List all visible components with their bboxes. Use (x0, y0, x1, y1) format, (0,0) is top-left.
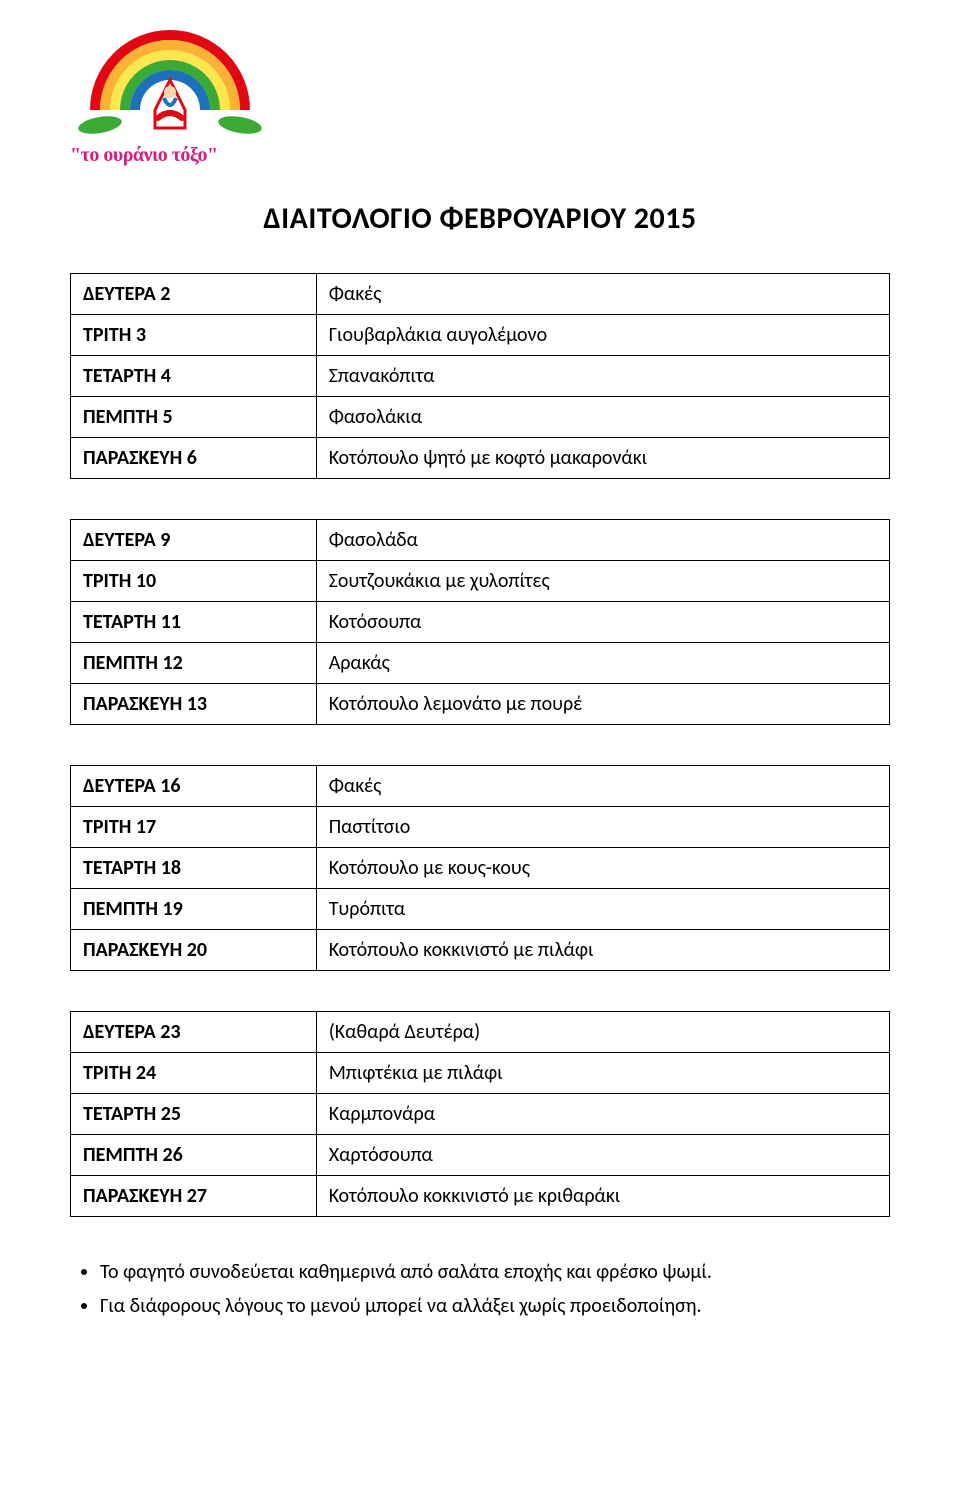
table-row: ΤΡΙΤΗ 3Γιουβαρλάκια αυγολέμονο (71, 315, 890, 356)
week-table: ΔΕΥΤΕΡΑ 23(Καθαρά Δευτέρα)ΤΡΙΤΗ 24Μπιφτέ… (70, 1011, 890, 1217)
meal-cell: Κοτόπουλο κοκκινιστό με πιλάφι (316, 930, 889, 971)
table-row: ΤΡΙΤΗ 10Σουτζουκάκια με χυλοπίτες (71, 561, 890, 602)
table-row: ΔΕΥΤΕΡΑ 9Φασολάδα (71, 520, 890, 561)
day-cell: ΠΑΡΑΣΚΕΥΗ 27 (71, 1176, 317, 1217)
table-row: ΤΕΤΑΡΤΗ 25Καρμπονάρα (71, 1094, 890, 1135)
meal-cell: Μπιφτέκια με πιλάφι (316, 1053, 889, 1094)
meal-cell: Φακές (316, 274, 889, 315)
day-cell: ΠΑΡΑΣΚΕΥΗ 6 (71, 438, 317, 479)
meal-cell: (Καθαρά Δευτέρα) (316, 1012, 889, 1053)
meal-cell: Φασολάδα (316, 520, 889, 561)
table-row: ΤΡΙΤΗ 17Παστίτσιο (71, 807, 890, 848)
day-cell: ΤΡΙΤΗ 3 (71, 315, 317, 356)
meal-cell: Κοτόπουλο ψητό με κοφτό μακαρονάκι (316, 438, 889, 479)
table-row: ΠΑΡΑΣΚΕΥΗ 20Κοτόπουλο κοκκινιστό με πιλά… (71, 930, 890, 971)
table-row: ΠΕΜΠΤΗ 12Αρακάς (71, 643, 890, 684)
day-cell: ΠΑΡΑΣΚΕΥΗ 20 (71, 930, 317, 971)
day-cell: ΠΕΜΠΤΗ 5 (71, 397, 317, 438)
table-row: ΠΑΡΑΣΚΕΥΗ 27Κοτόπουλο κοκκινιστό με κριθ… (71, 1176, 890, 1217)
week-table: ΔΕΥΤΕΡΑ 2ΦακέςΤΡΙΤΗ 3Γιουβαρλάκια αυγολέ… (70, 273, 890, 479)
day-cell: ΠΕΜΠΤΗ 26 (71, 1135, 317, 1176)
table-row: ΤΕΤΑΡΤΗ 4Σπανακόπιτα (71, 356, 890, 397)
meal-cell: Παστίτσιο (316, 807, 889, 848)
meal-cell: Καρμπονάρα (316, 1094, 889, 1135)
table-row: ΤΕΤΑΡΤΗ 11Κοτόσουπα (71, 602, 890, 643)
note-item: Για διάφορους λόγους το μενού μπορεί να … (100, 1291, 890, 1321)
meal-cell: Χαρτόσουπα (316, 1135, 889, 1176)
org-logo: "το ουράνιο τόξο" (70, 30, 290, 180)
day-cell: ΤΕΤΑΡΤΗ 4 (71, 356, 317, 397)
day-cell: ΤΕΤΑΡΤΗ 11 (71, 602, 317, 643)
menu-tables: ΔΕΥΤΕΡΑ 2ΦακέςΤΡΙΤΗ 3Γιουβαρλάκια αυγολέ… (70, 273, 890, 1217)
day-cell: ΠΕΜΠΤΗ 19 (71, 889, 317, 930)
table-row: ΠΑΡΑΣΚΕΥΗ 6Κοτόπουλο ψητό με κοφτό μακαρ… (71, 438, 890, 479)
week-table: ΔΕΥΤΕΡΑ 9ΦασολάδαΤΡΙΤΗ 10Σουτζουκάκια με… (70, 519, 890, 725)
week-table: ΔΕΥΤΕΡΑ 16ΦακέςΤΡΙΤΗ 17ΠαστίτσιοΤΕΤΑΡΤΗ … (70, 765, 890, 971)
table-row: ΠΕΜΠΤΗ 19Τυρόπιτα (71, 889, 890, 930)
notes-list: Το φαγητό συνοδεύεται καθημερινά από σαλ… (70, 1257, 890, 1321)
meal-cell: Σπανακόπιτα (316, 356, 889, 397)
meal-cell: Κοτόσουπα (316, 602, 889, 643)
table-row: ΠΕΜΠΤΗ 26Χαρτόσουπα (71, 1135, 890, 1176)
table-row: ΔΕΥΤΕΡΑ 16Φακές (71, 766, 890, 807)
meal-cell: Κοτόπουλο λεμονάτο με πουρέ (316, 684, 889, 725)
table-row: ΤΡΙΤΗ 24Μπιφτέκια με πιλάφι (71, 1053, 890, 1094)
note-item: Το φαγητό συνοδεύεται καθημερινά από σαλ… (100, 1257, 890, 1287)
day-cell: ΤΕΤΑΡΤΗ 18 (71, 848, 317, 889)
table-row: ΠΑΡΑΣΚΕΥΗ 13Κοτόπουλο λεμονάτο με πουρέ (71, 684, 890, 725)
page-title: ΔΙΑΙΤΟΛΟΓΙΟ ΦΕΒΡΟΥΑΡΙΟΥ 2015 (70, 200, 890, 237)
day-cell: ΠΕΜΠΤΗ 12 (71, 643, 317, 684)
day-cell: ΔΕΥΤΕΡΑ 2 (71, 274, 317, 315)
day-cell: ΤΡΙΤΗ 10 (71, 561, 317, 602)
day-cell: ΔΕΥΤΕΡΑ 9 (71, 520, 317, 561)
table-row: ΔΕΥΤΕΡΑ 23(Καθαρά Δευτέρα) (71, 1012, 890, 1053)
meal-cell: Φακές (316, 766, 889, 807)
meal-cell: Γιουβαρλάκια αυγολέμονο (316, 315, 889, 356)
meal-cell: Κοτόπουλο με κους-κους (316, 848, 889, 889)
meal-cell: Αρακάς (316, 643, 889, 684)
meal-cell: Σουτζουκάκια με χυλοπίτες (316, 561, 889, 602)
day-cell: ΔΕΥΤΕΡΑ 23 (71, 1012, 317, 1053)
day-cell: ΤΡΙΤΗ 17 (71, 807, 317, 848)
day-cell: ΤΡΙΤΗ 24 (71, 1053, 317, 1094)
table-row: ΔΕΥΤΕΡΑ 2Φακές (71, 274, 890, 315)
table-row: ΤΕΤΑΡΤΗ 18Κοτόπουλο με κους-κους (71, 848, 890, 889)
meal-cell: Φασολάκια (316, 397, 889, 438)
day-cell: ΔΕΥΤΕΡΑ 16 (71, 766, 317, 807)
meal-cell: Τυρόπιτα (316, 889, 889, 930)
rainbow-house-icon (70, 30, 270, 140)
day-cell: ΤΕΤΑΡΤΗ 25 (71, 1094, 317, 1135)
table-row: ΠΕΜΠΤΗ 5Φασολάκια (71, 397, 890, 438)
day-cell: ΠΑΡΑΣΚΕΥΗ 13 (71, 684, 317, 725)
meal-cell: Κοτόπουλο κοκκινιστό με κριθαράκι (316, 1176, 889, 1217)
logo-text: "το ουράνιο τόξο" (70, 144, 290, 167)
